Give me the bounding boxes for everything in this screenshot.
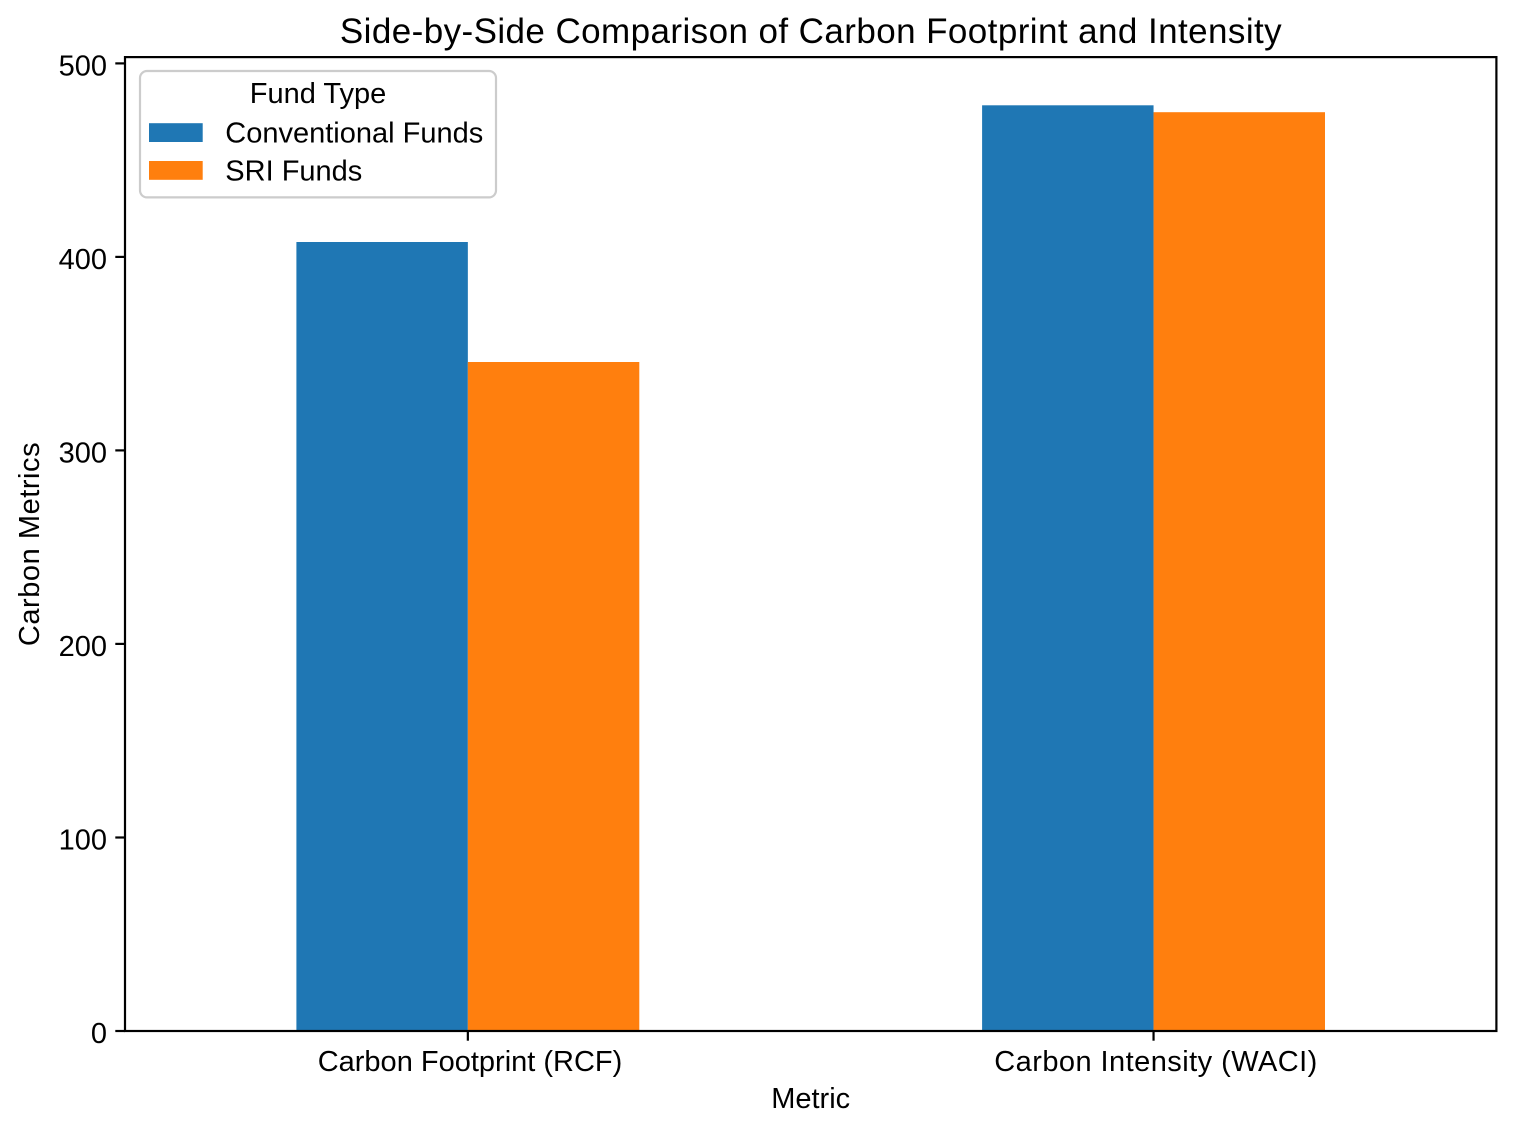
svg-text:500: 500 [59,50,107,82]
svg-text:Carbon Intensity (WACI): Carbon Intensity (WACI) [994,1046,1318,1078]
svg-text:100: 100 [59,825,107,857]
svg-text:400: 400 [59,244,107,276]
svg-text:Fund Type: Fund Type [250,78,387,110]
svg-text:Conventional Funds: Conventional Funds [225,118,483,150]
svg-text:200: 200 [59,631,107,663]
svg-text:Metric: Metric [771,1083,850,1115]
svg-text:0: 0 [91,1018,107,1050]
svg-text:Carbon Metrics: Carbon Metrics [14,442,46,646]
svg-text:300: 300 [59,437,107,469]
svg-text:SRI Funds: SRI Funds [225,155,362,187]
svg-text:Side-by-Side Comparison of Car: Side-by-Side Comparison of Carbon Footpr… [340,12,1282,51]
svg-text:Carbon Footprint (RCF): Carbon Footprint (RCF) [318,1046,623,1078]
